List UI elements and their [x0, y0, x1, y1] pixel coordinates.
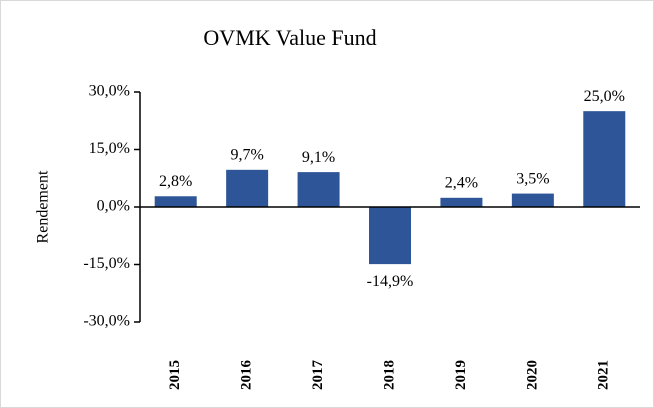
bar: [226, 169, 269, 207]
chart-title: OVMK Value Fund: [203, 25, 376, 50]
bar: [583, 111, 626, 207]
y-axis-label: Rendement: [35, 170, 52, 243]
x-tick-label: 2016: [239, 360, 255, 391]
bar: [369, 207, 411, 265]
x-tick-label: 2018: [381, 360, 397, 390]
x-tick-label: 2019: [453, 360, 469, 390]
x-tick-label: 2020: [524, 360, 540, 390]
x-tick-label: 2017: [310, 360, 326, 391]
x-tick-label: 2021: [596, 360, 612, 390]
bar: [154, 196, 197, 207]
bar: [297, 172, 340, 207]
y-tick-label: -30,0%: [83, 313, 130, 330]
x-tick-label: 2015: [167, 360, 183, 390]
y-tick-label: 0,0%: [97, 198, 130, 215]
data-label: 3,5%: [516, 170, 549, 187]
data-label: 2,8%: [159, 173, 192, 190]
bar: [440, 197, 483, 207]
data-label: 9,1%: [302, 149, 335, 166]
data-label: 9,7%: [230, 146, 263, 163]
data-label: -14,9%: [367, 273, 414, 290]
data-label: 25,0%: [584, 88, 625, 105]
y-tick-label: -15,0%: [83, 255, 130, 272]
y-tick-label: 30,0%: [89, 83, 130, 100]
y-tick-label: 15,0%: [89, 140, 130, 157]
data-label: 2,4%: [445, 174, 478, 191]
bar: [511, 193, 554, 207]
